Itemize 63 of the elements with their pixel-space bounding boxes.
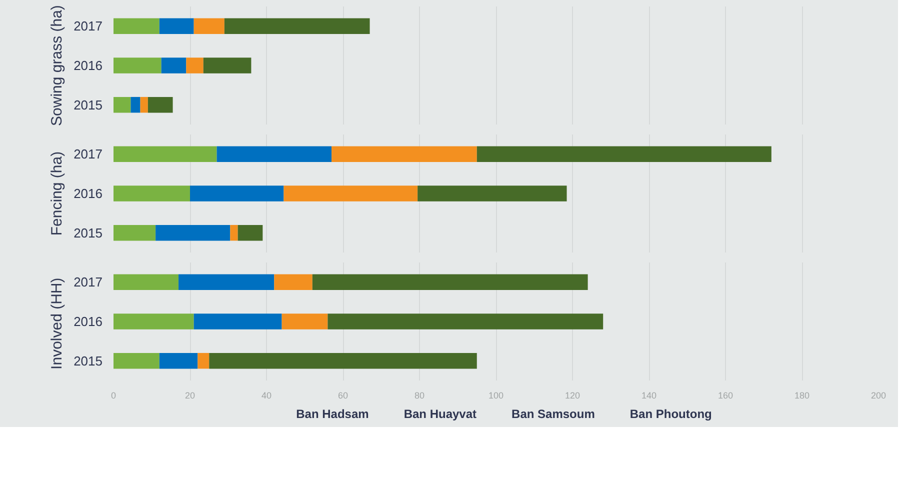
y-axis-title: Sowing grass (ha) <box>48 5 66 126</box>
y-tick-label: 2017 <box>74 274 102 290</box>
bar <box>203 58 252 74</box>
bar <box>114 96 131 113</box>
text: Ban Huayvat <box>404 407 477 421</box>
bar <box>159 352 198 369</box>
bar <box>114 274 179 290</box>
bar <box>114 146 217 162</box>
bar <box>282 314 328 330</box>
y-tick-label: 2016 <box>74 314 102 329</box>
y-tick-label: 2015 <box>74 353 102 368</box>
text: Ban Samsoum <box>512 407 595 421</box>
bar <box>274 274 312 290</box>
text: Ban Phoutong <box>630 407 712 421</box>
bar <box>114 314 194 330</box>
y-tick-label: 2015 <box>74 225 102 240</box>
x-tick-label: 140 <box>641 390 657 400</box>
x-tick-label: 60 <box>338 390 348 400</box>
bar <box>114 18 160 34</box>
x-tick-label: 40 <box>261 390 272 400</box>
x-tick-label: 20 <box>184 390 196 400</box>
y-tick-label: 2016 <box>74 186 102 201</box>
bar <box>284 186 418 202</box>
x-tick-label: 200 <box>870 390 886 400</box>
bar <box>114 186 190 202</box>
bar <box>418 186 567 202</box>
bar <box>130 96 140 113</box>
bar <box>194 314 282 330</box>
x-tick-label: 0 <box>110 390 116 400</box>
bar <box>161 58 186 74</box>
y-tick-label: 2016 <box>74 58 102 73</box>
bar <box>209 352 477 369</box>
bar <box>230 224 238 241</box>
bar <box>148 96 173 113</box>
bar <box>332 146 477 162</box>
bar <box>216 146 332 162</box>
x-tick-label: 160 <box>718 390 734 400</box>
bar <box>328 314 604 330</box>
x-tick-label: 120 <box>564 390 580 400</box>
y-tick-label: 2017 <box>74 18 102 34</box>
bar <box>186 58 204 74</box>
y-axis-title: Fencing (ha) <box>48 151 66 236</box>
bar <box>224 18 370 34</box>
bar <box>156 224 230 241</box>
y-tick-label: 2015 <box>74 97 102 112</box>
bar <box>312 274 588 290</box>
x-tick-label: 80 <box>414 390 425 400</box>
bar <box>198 352 210 369</box>
text: Ban Hadsam <box>296 407 369 421</box>
bar <box>194 18 224 34</box>
x-tick-label: 180 <box>794 390 810 400</box>
bar <box>159 18 194 34</box>
bar <box>238 224 263 241</box>
bar <box>114 58 162 74</box>
bar <box>190 186 284 202</box>
bar <box>114 224 156 241</box>
bar <box>178 274 274 290</box>
bar <box>114 352 160 369</box>
x-tick-label: 100 <box>488 390 504 400</box>
bar <box>140 96 148 113</box>
y-tick-label: 2017 <box>74 146 102 162</box>
y-axis-title: Involved (HH) <box>48 278 66 370</box>
bar <box>476 146 772 162</box>
